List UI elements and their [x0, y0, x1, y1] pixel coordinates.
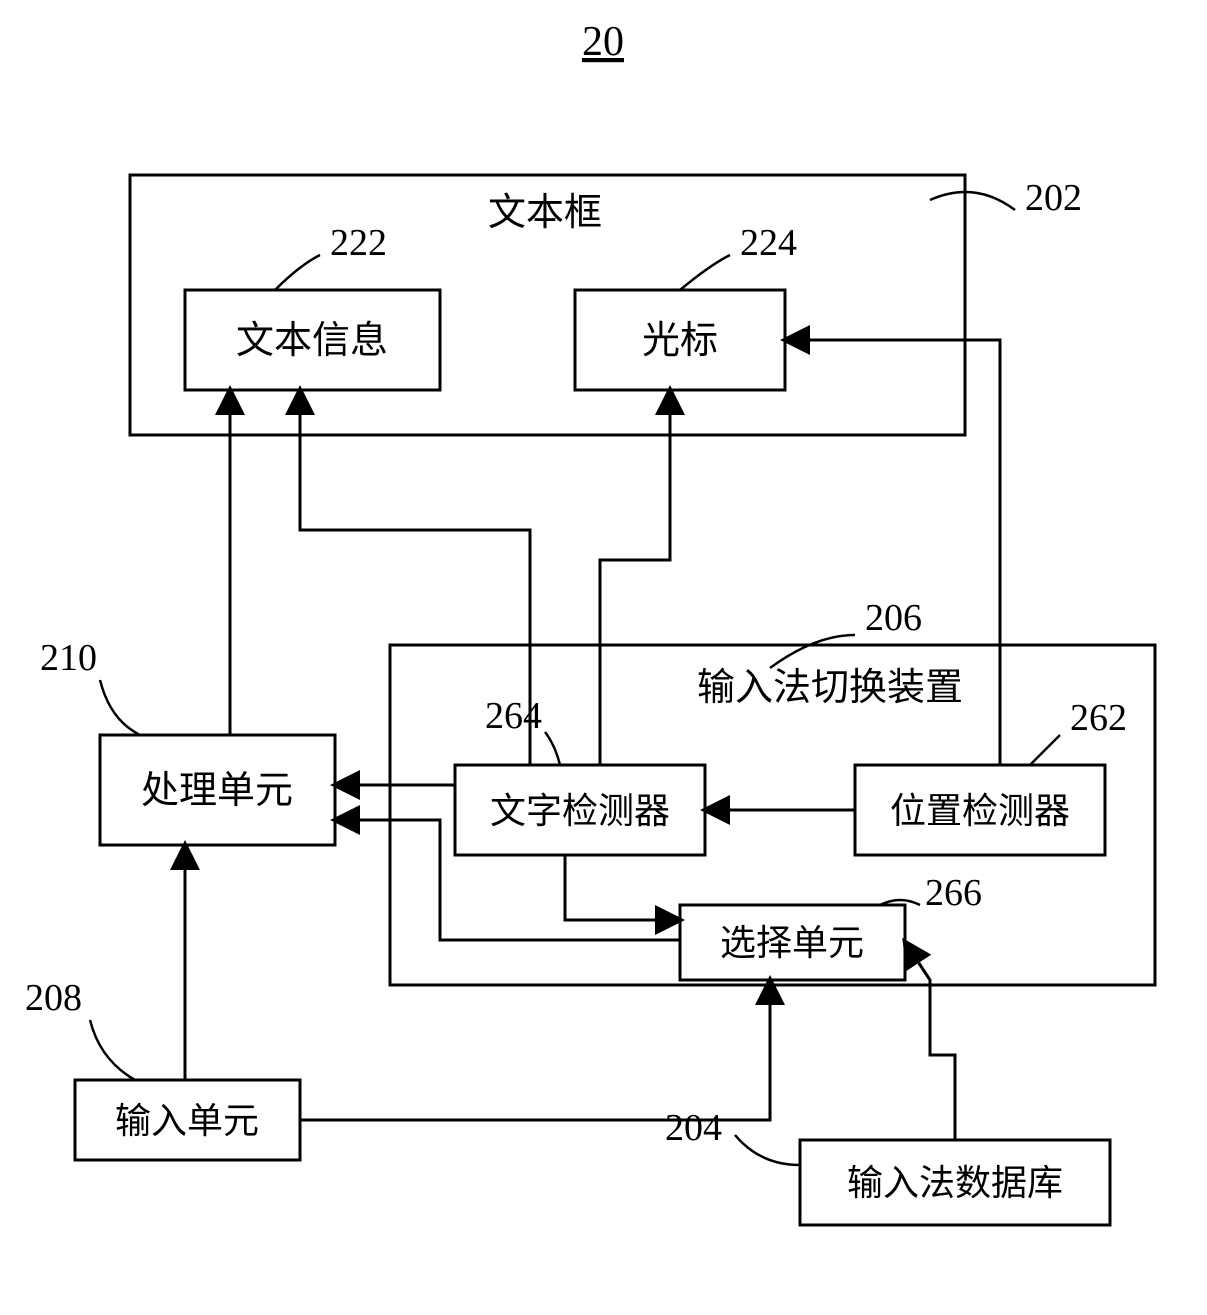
ref-262: 262	[1070, 697, 1127, 739]
leader-206	[770, 635, 855, 668]
proc-unit-label: 处理单元	[141, 770, 293, 812]
edge-input-to-select	[300, 980, 770, 1120]
pos-detector-label: 位置检测器	[890, 791, 1070, 831]
ref-206: 206	[865, 597, 922, 639]
select-unit-label: 选择单元	[720, 923, 864, 963]
leader-208	[90, 1020, 135, 1080]
leader-202	[930, 192, 1015, 210]
figure-title: 20	[582, 19, 624, 65]
ref-202: 202	[1025, 177, 1082, 219]
edge-textdet-to-cursor	[600, 390, 670, 765]
ref-208: 208	[25, 977, 82, 1019]
leader-224	[680, 255, 730, 290]
ime-db-label: 输入法数据库	[847, 1163, 1063, 1203]
leader-222	[275, 255, 320, 290]
ref-210: 210	[40, 637, 97, 679]
leader-262	[1030, 735, 1060, 765]
ime-switch-group-label: 输入法切换装置	[697, 667, 963, 709]
leader-204	[735, 1135, 800, 1165]
ref-266: 266	[925, 872, 982, 914]
edge-select-to-proc	[335, 820, 680, 940]
leader-210	[100, 680, 140, 735]
ref-204: 204	[665, 1107, 722, 1149]
edge-imedb-to-select	[905, 942, 955, 1140]
leader-264	[545, 732, 560, 765]
text-detector-label: 文字检测器	[490, 791, 670, 831]
ref-224: 224	[740, 222, 797, 264]
cursor-label: 光标	[642, 320, 718, 362]
ref-222: 222	[330, 222, 387, 264]
edge-textdet-to-select	[565, 855, 680, 920]
input-unit-label: 输入单元	[115, 1101, 259, 1141]
text-info-label: 文本信息	[236, 320, 388, 362]
block-diagram: 20 文本框 文本信息 光标 输入法切换装置 处理单元 文字检测器 位置检测器 …	[0, 0, 1207, 1315]
ref-264: 264	[485, 695, 542, 737]
textbox-group-label: 文本框	[488, 192, 602, 234]
